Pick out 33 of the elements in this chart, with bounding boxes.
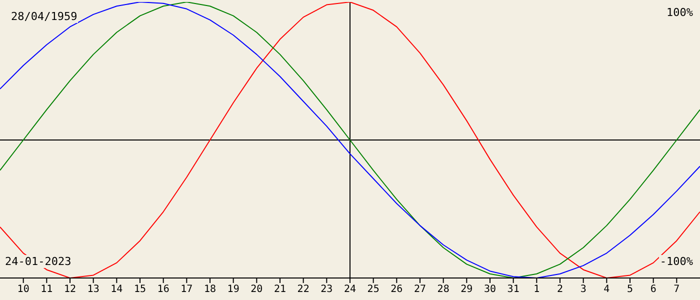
x-tick-label: 30 — [484, 284, 496, 296]
x-tick-label: 11 — [40, 284, 53, 296]
annotation: 100% — [666, 6, 694, 19]
x-tick-label: 17 — [180, 284, 193, 296]
x-tick-label: 7 — [674, 284, 680, 296]
x-tick-label: 14 — [110, 284, 123, 296]
x-tick-label: 16 — [157, 284, 170, 296]
x-tick-label: 6 — [650, 284, 656, 296]
x-tick-label: 19 — [227, 284, 240, 296]
x-tick-label: 18 — [204, 284, 216, 296]
x-tick-label: 2 — [556, 284, 564, 296]
annotation: 24-01-2023 — [4, 255, 72, 268]
x-tick-label: 12 — [64, 284, 76, 296]
x-tick-label: 10 — [17, 284, 30, 296]
annotation: 28/04/1959 — [10, 10, 78, 23]
x-tick-label: 29 — [460, 284, 473, 296]
x-tick-label: 26 — [390, 284, 403, 296]
annotation: -100% — [658, 255, 694, 268]
x-tick-label: 15 — [134, 284, 146, 296]
x-tick-label: 21 — [274, 284, 286, 296]
x-tick-label: 5 — [626, 284, 634, 296]
x-tick-label: 1 — [534, 284, 540, 296]
x-tick-label: 13 — [87, 284, 100, 296]
x-tick-label: 24 — [344, 284, 356, 296]
x-tick-label: 28 — [437, 284, 450, 296]
x-tick-label: 31 — [507, 284, 520, 296]
x-tick-label: 20 — [250, 284, 263, 296]
x-tick-label: 4 — [604, 284, 610, 296]
x-tick-label: 25 — [367, 284, 380, 296]
x-tick-label: 27 — [414, 284, 426, 296]
x-tick-label: 3 — [580, 284, 586, 296]
x-tick-label: 22 — [297, 284, 310, 296]
x-tick-label: 23 — [320, 284, 333, 296]
